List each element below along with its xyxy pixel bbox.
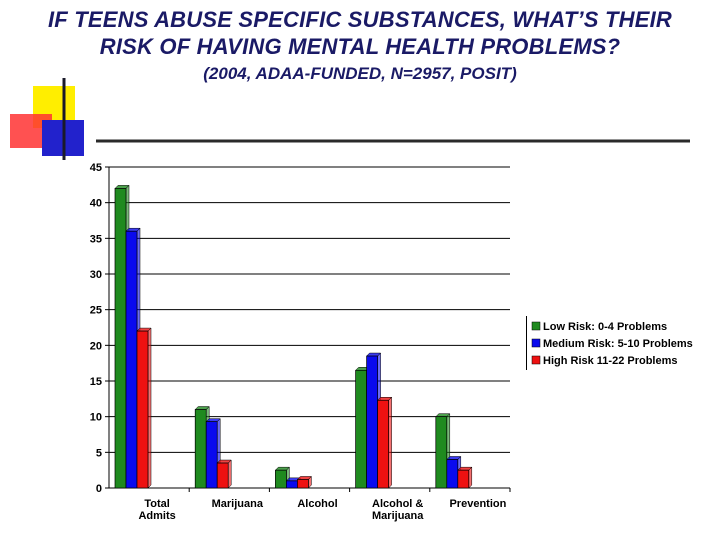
legend-swatch — [531, 321, 541, 331]
bar — [194, 409, 207, 489]
bar — [355, 369, 367, 489]
bar-side — [468, 466, 473, 489]
x-category-label: Marijuana — [212, 498, 264, 510]
bar — [366, 355, 378, 489]
bar — [435, 416, 448, 489]
bar — [377, 399, 389, 489]
y-tick-label: 30 — [90, 269, 102, 281]
x-category-label: Total — [144, 498, 169, 510]
bar — [297, 479, 309, 489]
legend-label: Medium Risk: 5-10 Problems — [543, 338, 693, 350]
legend-swatch — [531, 355, 541, 365]
bar-side — [227, 459, 232, 489]
y-tick-label: 5 — [96, 447, 102, 459]
legend-border — [526, 316, 527, 370]
legend-label: High Risk 11-22 Problems — [543, 355, 678, 367]
y-tick-label: 25 — [90, 305, 102, 317]
x-category-label: Prevention — [449, 498, 506, 510]
y-tick-label: 45 — [90, 162, 102, 174]
title-line-1: IF TEENS ABUSE SPECIFIC SUBSTANCES, WHAT… — [47, 7, 672, 32]
y-tick-label: 0 — [96, 483, 102, 495]
y-tick-label: 15 — [90, 376, 102, 388]
slide-title: IF TEENS ABUSE SPECIFIC SUBSTANCES, WHAT… — [0, 6, 720, 60]
bar-side — [388, 396, 392, 489]
bar — [446, 459, 459, 489]
legend-label: Low Risk: 0-4 Problems — [543, 321, 667, 333]
y-tick-label: 10 — [90, 412, 102, 424]
bar — [275, 469, 287, 489]
x-category-label: Admits — [138, 510, 175, 522]
legend-swatch — [531, 338, 541, 348]
x-category-label: Alcohol & — [372, 498, 423, 510]
bar — [286, 480, 298, 489]
x-category-label: Alcohol — [297, 498, 337, 510]
slide-subtitle: (2004, ADAA-FUNDED, N=2957, POSIT) — [203, 64, 517, 83]
y-tick-label: 35 — [90, 233, 102, 245]
title-line-2: RISK OF HAVING MENTAL HEALTH PROBLEMS? — [99, 34, 621, 59]
bar-side — [147, 327, 152, 489]
bar — [216, 462, 229, 489]
y-tick-label: 20 — [90, 340, 102, 352]
bar — [125, 230, 138, 489]
bar — [457, 469, 470, 489]
x-category-label: Marijuana — [372, 510, 424, 522]
bar — [114, 188, 127, 489]
bar — [136, 330, 149, 489]
bar — [205, 421, 218, 489]
y-tick-label: 40 — [90, 198, 102, 210]
